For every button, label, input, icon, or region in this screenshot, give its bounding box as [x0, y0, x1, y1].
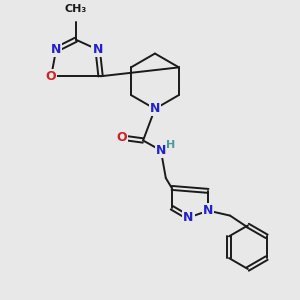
- Text: N: N: [150, 102, 160, 116]
- Text: N: N: [183, 211, 194, 224]
- Text: CH₃: CH₃: [65, 4, 87, 14]
- Text: N: N: [156, 144, 166, 157]
- Text: N: N: [203, 204, 214, 217]
- Text: O: O: [116, 131, 127, 144]
- Text: N: N: [92, 43, 103, 56]
- Text: H: H: [166, 140, 176, 150]
- Text: N: N: [51, 43, 61, 56]
- Text: O: O: [46, 70, 56, 83]
